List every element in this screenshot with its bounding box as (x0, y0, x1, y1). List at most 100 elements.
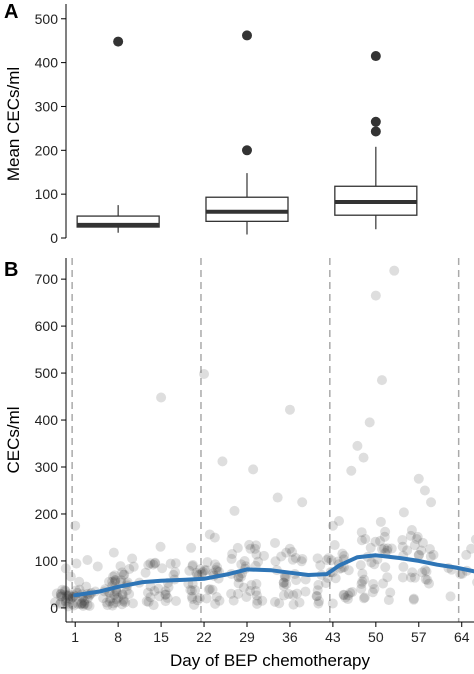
scatter-point (233, 571, 244, 582)
scatter-point (389, 265, 400, 276)
scatter-point (364, 417, 375, 428)
scatter-point (421, 566, 432, 577)
panel-b-x-tick-label: 57 (411, 629, 427, 645)
boxplot-group (205, 30, 289, 235)
scatter-point (191, 567, 202, 578)
panel-b-y-tick-label: 300 (35, 459, 59, 475)
scatter-point (297, 553, 308, 564)
scatter-point (252, 595, 263, 606)
panel-b-x-tick-label: 15 (153, 629, 169, 645)
panel-a-y-tick-label: 300 (35, 98, 59, 114)
scatter-point (143, 596, 154, 607)
scatter-point (416, 545, 427, 556)
scatter-point (209, 532, 220, 543)
scatter-point (124, 564, 135, 575)
panel-b-x-tick-label: 29 (239, 629, 255, 645)
scatter-point (252, 598, 263, 609)
panel-a-y-tick-label: 500 (35, 11, 59, 27)
scatter-point (118, 594, 129, 605)
scatter-point (412, 531, 423, 542)
scatter-point (321, 554, 332, 565)
scatter-point (108, 547, 119, 558)
scatter-point (202, 557, 213, 568)
scatter-point (274, 598, 285, 609)
scatter-point (358, 452, 369, 463)
scatter-point (104, 596, 115, 607)
scatter-point (74, 576, 85, 587)
scatter-point (149, 558, 160, 569)
scatter-point (140, 567, 151, 578)
scatter-point (405, 530, 416, 541)
scatter-point (311, 591, 322, 602)
scatter-point (397, 541, 408, 552)
scatter-point (423, 578, 434, 589)
scatter-point (160, 589, 171, 600)
scatter-point (127, 553, 138, 564)
scatter-point (376, 544, 387, 555)
scatter-point (408, 594, 419, 605)
scatter-point (101, 597, 112, 608)
scatter-point (107, 600, 118, 611)
scatter-point (461, 549, 472, 560)
scatter-point (366, 557, 377, 568)
scatter-point (345, 587, 356, 598)
scatter-point (420, 565, 431, 576)
scatter-point (82, 600, 93, 611)
scatter-point (192, 595, 203, 606)
scatter-point (251, 540, 262, 551)
scatter-point (272, 492, 283, 503)
scatter-point (411, 533, 422, 544)
scatter-point (246, 579, 257, 590)
scatter-point (79, 595, 90, 606)
scatter-point (445, 591, 456, 602)
panel-a-y-axis-title: Mean CECs/ml (4, 67, 23, 181)
panel-label-b: B (4, 259, 18, 281)
scatter-point (422, 575, 433, 586)
scatter-point (357, 576, 368, 587)
scatter-point (61, 593, 72, 604)
scatter-point (417, 537, 428, 548)
scatter-point (455, 569, 466, 580)
scatter-point (110, 574, 121, 585)
scatter-point (111, 597, 122, 608)
scatter-point (204, 529, 215, 540)
scatter-point (142, 587, 153, 598)
scatter-point (233, 572, 244, 583)
panel-b-y-tick-label: 400 (35, 412, 59, 428)
scatter-point (311, 591, 322, 602)
scatter-point (79, 598, 90, 609)
panel-b-x-axis-title: Day of BEP chemotherapy (170, 651, 371, 670)
scatter-point (287, 554, 298, 565)
scatter-point (356, 583, 367, 594)
scatter-point (241, 591, 252, 602)
scatter-point (300, 586, 311, 597)
scatter-point (326, 555, 337, 566)
scatter-point (204, 584, 215, 595)
scatter-point (82, 554, 93, 565)
scatter-point (160, 589, 171, 600)
scatter-point (194, 593, 205, 604)
scatter-point (226, 588, 237, 599)
scatter-point (68, 600, 79, 611)
scatter-point (199, 565, 210, 576)
scatter-point (210, 559, 221, 570)
panel-b-x-tick-label: 43 (325, 629, 341, 645)
scatter-point (284, 404, 295, 415)
scatter-point (195, 564, 206, 575)
scatter-point (70, 520, 81, 531)
scatter-point (212, 562, 223, 573)
panel-b-y-axis-title: CECs/ml (4, 406, 23, 473)
scatter-point (170, 567, 181, 578)
scatter-point (253, 556, 264, 567)
scatter-point (375, 516, 386, 527)
scatter-point (359, 574, 370, 585)
scatter-point (378, 578, 389, 589)
scatter-point (108, 598, 119, 609)
scatter-point (380, 562, 391, 573)
scatter-point (233, 578, 244, 589)
scatter-point (356, 527, 367, 538)
scatter-point (77, 598, 88, 609)
panel-a-y-tick-label: 400 (35, 55, 59, 71)
scatter-point (60, 597, 71, 608)
box-outlier-point (370, 126, 381, 137)
